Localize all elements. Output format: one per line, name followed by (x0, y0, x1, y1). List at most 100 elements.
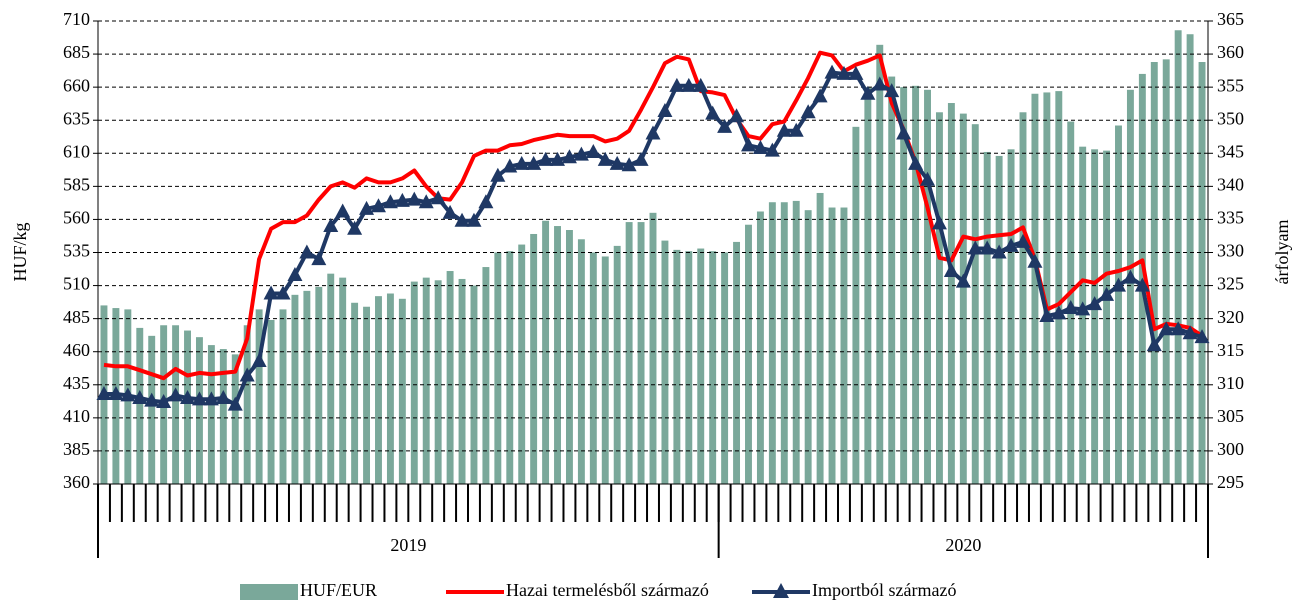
group-label: 2019 (390, 535, 426, 555)
marker (96, 386, 112, 401)
marker (812, 88, 828, 103)
marker (800, 104, 816, 119)
marker (776, 122, 792, 137)
marker (323, 218, 339, 233)
marker (705, 105, 721, 120)
marker (860, 85, 876, 100)
bar (410, 281, 418, 484)
marker (764, 142, 780, 157)
bar (1019, 112, 1027, 484)
bar (601, 256, 609, 484)
bar (768, 202, 776, 484)
y2-tick-label: 345 (1217, 141, 1244, 161)
bar (422, 277, 430, 484)
legend-label: Importból származó (812, 580, 956, 600)
marker (920, 171, 936, 186)
marker (896, 125, 912, 140)
marker (1027, 253, 1043, 268)
marker (370, 198, 386, 213)
marker (526, 155, 542, 170)
bar (780, 202, 788, 484)
marker (1110, 277, 1126, 292)
y2-tick-label: 295 (1217, 472, 1244, 492)
bar (721, 252, 729, 484)
bar (876, 44, 884, 484)
bar (733, 241, 741, 484)
marker (729, 108, 745, 123)
bar (649, 212, 657, 485)
bar (661, 240, 669, 484)
marker (991, 244, 1007, 259)
bar (565, 230, 573, 484)
y2-tick-label: 300 (1217, 439, 1244, 459)
bar (303, 290, 311, 484)
bar (577, 239, 585, 484)
marker (430, 190, 446, 205)
marker (1134, 277, 1150, 292)
y-tick-label: 635 (63, 108, 90, 128)
marker (645, 125, 661, 140)
bar (1055, 91, 1063, 485)
marker (239, 367, 255, 382)
bar (1115, 125, 1122, 485)
bar (1150, 62, 1158, 484)
y2-tick-label: 365 (1217, 9, 1244, 29)
marker (538, 151, 554, 166)
marker (335, 203, 351, 218)
bar (542, 220, 550, 484)
legend-label: Hazai termelésből származó (506, 580, 709, 600)
bar (840, 207, 848, 484)
marker (669, 77, 685, 92)
bar (852, 126, 860, 484)
marker (872, 76, 888, 91)
marker (752, 139, 768, 154)
marker (227, 396, 243, 411)
bar (195, 337, 203, 484)
marker (1099, 286, 1115, 301)
marker (168, 387, 184, 402)
marker (979, 240, 995, 255)
bar (1031, 93, 1039, 484)
bar (637, 222, 645, 484)
bar (398, 298, 406, 484)
bar (184, 330, 191, 484)
y-tick-label: 410 (63, 406, 90, 426)
marker (609, 155, 625, 170)
marker (1182, 325, 1198, 340)
bar (207, 345, 215, 484)
marker (693, 77, 709, 92)
bar (243, 325, 251, 484)
y-tick-label: 460 (63, 340, 90, 360)
bar (995, 155, 1003, 484)
marker (1170, 321, 1186, 336)
bar (1091, 149, 1099, 484)
line (103, 50, 1204, 381)
bar (613, 245, 621, 484)
marker (717, 118, 733, 133)
marker (1063, 300, 1079, 315)
bar (219, 349, 227, 484)
marker (275, 285, 291, 300)
bar (1174, 30, 1182, 484)
marker (299, 244, 315, 259)
legend-marker (773, 583, 789, 598)
marker (180, 390, 196, 405)
bar (458, 278, 466, 484)
y2-tick-label: 330 (1217, 241, 1244, 261)
marker (633, 151, 649, 166)
marker (394, 192, 410, 207)
marker (740, 137, 756, 152)
marker (203, 391, 219, 406)
y-tick-label: 560 (63, 208, 90, 228)
marker (406, 191, 422, 206)
group-label: 2020 (945, 535, 981, 555)
legend-swatch (240, 584, 298, 600)
legend-label: HUF/EUR (300, 580, 377, 600)
y2-tick-label: 315 (1217, 340, 1244, 360)
marker (466, 212, 482, 227)
bar (279, 309, 287, 484)
bar (494, 252, 502, 484)
bar (351, 302, 359, 484)
y2-tick-label: 335 (1217, 208, 1244, 228)
bar (756, 211, 764, 484)
